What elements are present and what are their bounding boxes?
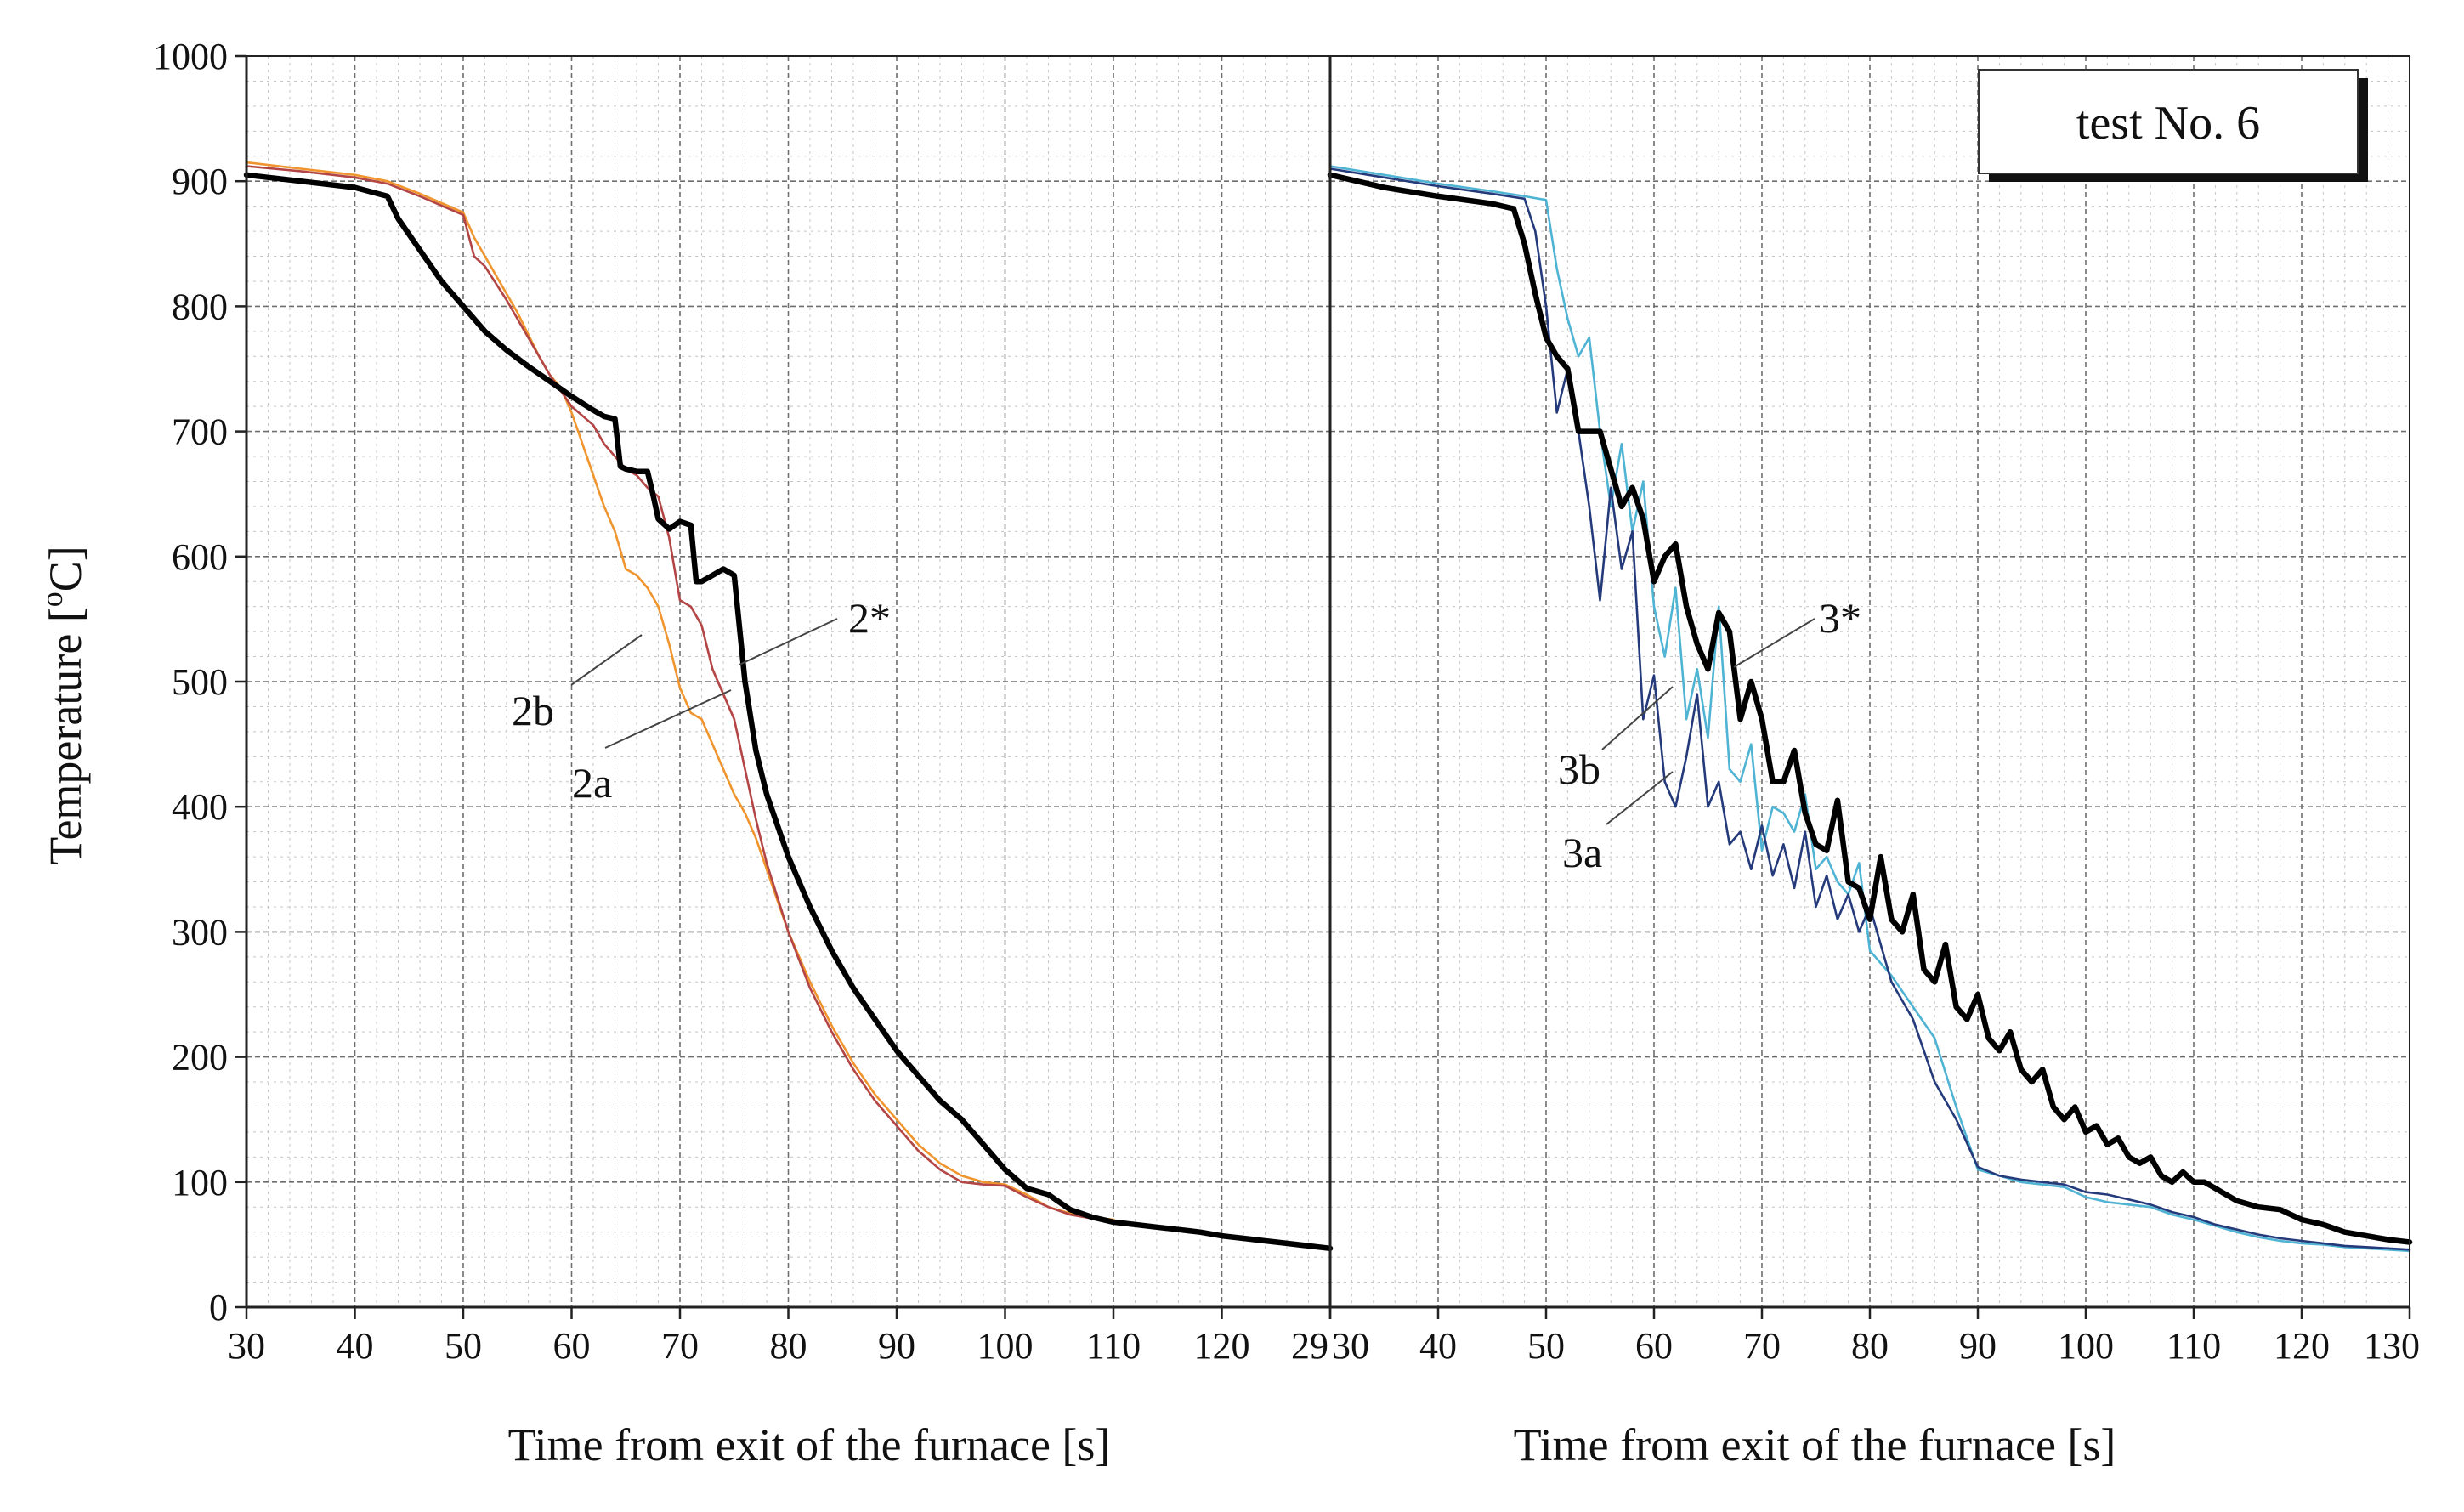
x-axis-ticks-right: 40 50 60 70 80 90 100 110 120 130	[1419, 1325, 2420, 1367]
x-tick-label: 80	[1851, 1325, 1889, 1367]
leader-3b	[1601, 686, 1674, 750]
y-tick-label: 600	[172, 536, 228, 578]
x-axis-ticks-left: 30 40 50 60 70 80 90 100 110 120	[228, 1325, 1250, 1367]
grid	[246, 56, 2410, 1307]
label-3star: 3*	[1819, 594, 1861, 642]
x-tick-label: 120	[2274, 1325, 2330, 1367]
axes	[235, 54, 2411, 1319]
x-tick-label: 50	[445, 1325, 482, 1367]
leader-2a	[604, 689, 732, 749]
x-tick-label: 130	[2364, 1325, 2420, 1367]
y-tick-label: 900	[172, 161, 228, 202]
x-tick-label: 90	[878, 1325, 915, 1367]
legend-frame	[1978, 69, 2359, 174]
series-line-2star	[243, 172, 1334, 1252]
series-line-3a	[1328, 167, 2411, 1251]
y-tick-label: 800	[172, 286, 228, 327]
x-tick-label: 110	[2167, 1325, 2221, 1367]
y-axis-title-part: C]	[40, 546, 91, 592]
y-tick-label: 100	[172, 1162, 228, 1203]
y-axis-ticks: 0 100 200 300 400 500 600 700 800 900 10…	[153, 36, 228, 1328]
y-axis-title: Temperature [oC]	[35, 546, 91, 865]
leader-2star	[739, 618, 838, 665]
x-tick-label: 50	[1527, 1325, 1565, 1367]
series-line-2a	[245, 165, 1115, 1222]
x-tick-label: 70	[1743, 1325, 1781, 1367]
y-tick-label: 400	[172, 786, 228, 828]
x-axis-title-right: Time from exit of the furnace [s]	[1514, 1419, 2116, 1470]
x-tick-label: 100	[977, 1325, 1034, 1367]
plot-area-left	[243, 161, 1334, 1252]
leader-2b	[570, 634, 643, 686]
y-tick-label: 0	[209, 1287, 228, 1328]
x-tick-label: 40	[1419, 1325, 1457, 1367]
x-tick-label: 110	[1086, 1325, 1141, 1367]
legend-label: test No. 6	[2076, 97, 2260, 150]
label-2a: 2a	[572, 759, 612, 807]
y-tick-label: 700	[172, 411, 228, 453]
leader-3star	[1733, 618, 1815, 668]
y-tick-label: 200	[172, 1037, 228, 1079]
x-tick-label-boundary-right: 30	[1332, 1325, 1369, 1367]
callouts: 2b 2a 2* 3b 3a 3*	[512, 594, 1861, 876]
x-tick-label: 60	[553, 1325, 591, 1367]
x-tick-label: 70	[661, 1325, 699, 1367]
label-2b: 2b	[512, 687, 554, 734]
x-tick-label: 100	[2058, 1325, 2114, 1367]
x-tick-label: 40	[337, 1325, 374, 1367]
x-axis-title-left: Time from exit of the furnace [s]	[508, 1419, 1111, 1470]
label-2star: 2*	[848, 594, 891, 642]
x-tick-label: 60	[1635, 1325, 1673, 1367]
x-tick-label: 120	[1194, 1325, 1250, 1367]
series-line-2b	[245, 161, 1115, 1221]
legend-box: test No. 6	[1978, 69, 2368, 182]
plot-area-right	[1327, 165, 2413, 1253]
y-axis-title-superscript: o	[35, 592, 69, 607]
label-3a: 3a	[1562, 829, 1602, 876]
series-line-3star	[1327, 172, 2413, 1245]
x-tick-label: 80	[770, 1325, 807, 1367]
y-axis-title-part: Temperature [	[40, 607, 91, 865]
y-tick-label: 300	[172, 911, 228, 953]
leader-3a	[1606, 771, 1674, 825]
y-tick-label: 500	[172, 661, 228, 703]
x-tick-label: 90	[1959, 1325, 1997, 1367]
y-tick-label: 1000	[153, 36, 228, 77]
label-3b: 3b	[1558, 745, 1600, 793]
x-tick-label: 30	[228, 1325, 265, 1367]
x-tick-label-boundary: 29	[1291, 1325, 1328, 1367]
